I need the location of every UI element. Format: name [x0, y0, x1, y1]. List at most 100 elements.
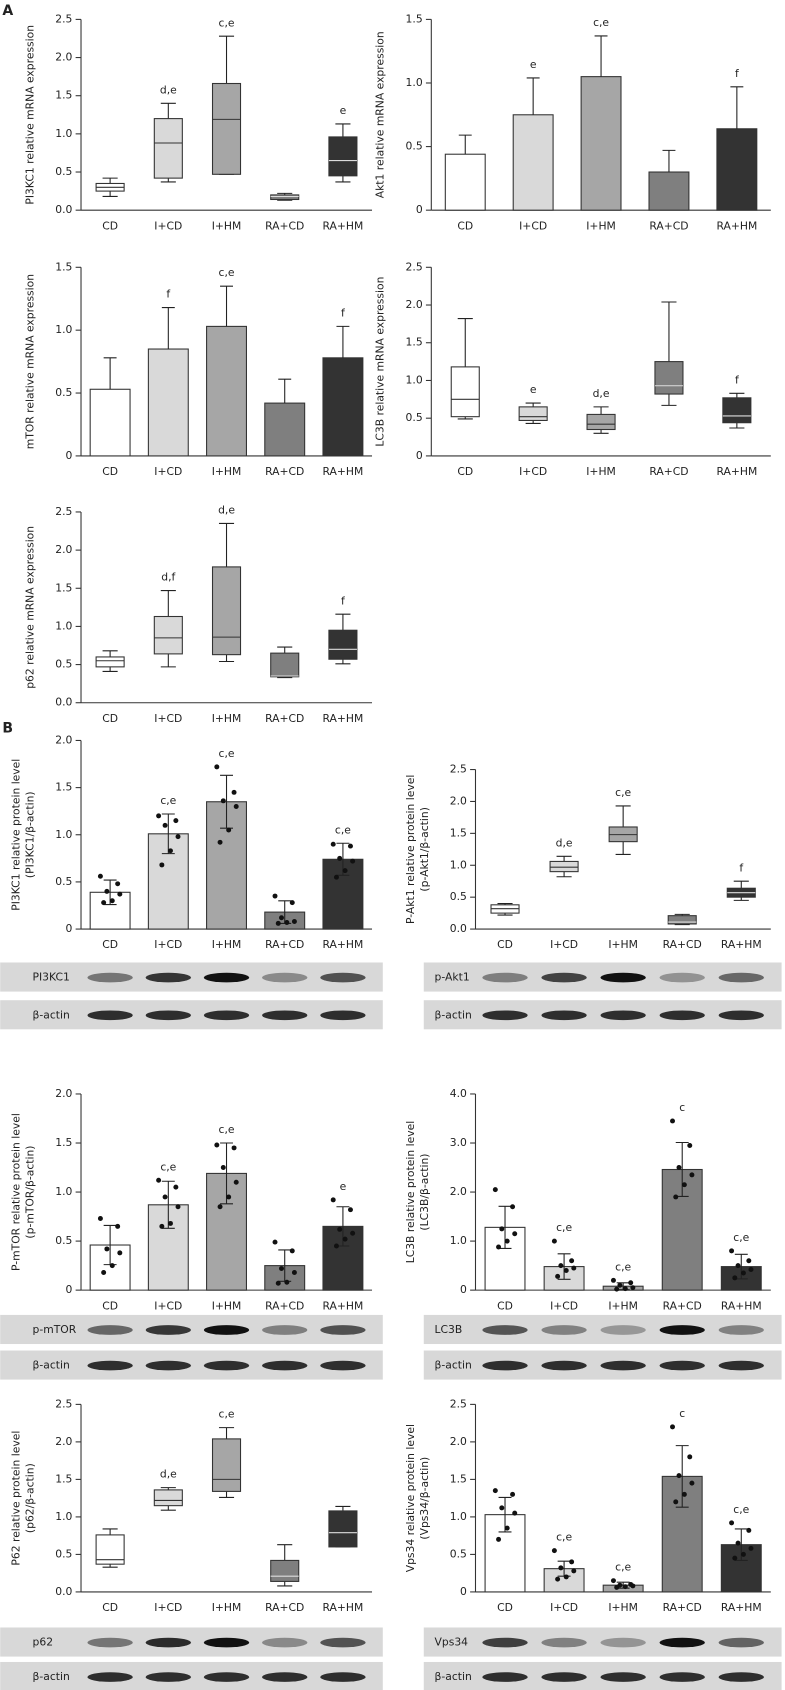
data-point: [610, 1277, 616, 1283]
data-point: [673, 1194, 679, 1200]
whisker-low: [335, 659, 351, 665]
whisker-high: [556, 855, 572, 862]
y-tick-label: 0.5: [55, 386, 72, 399]
data-point: [569, 1258, 575, 1264]
blot-band: [320, 1672, 366, 1682]
data-point: [740, 1270, 746, 1276]
data-point: [167, 848, 173, 854]
x-tick-label: CD: [102, 1299, 118, 1312]
data-point: [217, 1204, 223, 1210]
data-point: [347, 843, 353, 849]
data-point: [681, 1182, 687, 1188]
blot-band: [659, 1010, 705, 1021]
blot-band: [262, 1010, 308, 1021]
error-bar: [220, 1142, 233, 1205]
blot-band: [203, 1360, 250, 1371]
annotation: c,e: [733, 1503, 749, 1516]
whisker-low: [160, 178, 176, 183]
error-bar: [161, 1180, 175, 1229]
annotation: d,e: [160, 1468, 177, 1481]
y-tick-label: 0: [66, 449, 73, 462]
data-point: [670, 1424, 675, 1430]
bar: [716, 128, 758, 211]
y-tick-label: 0.5: [55, 165, 72, 178]
whisker-low: [556, 871, 572, 878]
annotation: d,e: [593, 387, 610, 400]
annotation: c,e: [160, 1160, 176, 1173]
data-point: [729, 1248, 735, 1254]
annotation: c,e: [219, 1123, 235, 1136]
box: [211, 82, 242, 175]
blot-band: [541, 1325, 587, 1335]
blot-band: [718, 1637, 764, 1648]
y-tick-label: 0.0: [55, 696, 72, 709]
data-point: [670, 1118, 675, 1124]
annotation: f: [739, 861, 743, 874]
y-tick-label: 1.0: [55, 127, 72, 140]
y-tick-label: 2.5: [450, 763, 467, 776]
data-point: [101, 1270, 107, 1275]
data-point: [551, 1548, 557, 1554]
y-tick-label: 0.5: [55, 1234, 72, 1247]
y-tick-label: 0.5: [55, 1547, 72, 1560]
data-point: [159, 862, 165, 868]
y-tick-label: 2.5: [55, 1397, 72, 1410]
x-tick-label: I+CD: [550, 938, 578, 951]
y-tick-label: 0.5: [450, 890, 467, 903]
data-point: [676, 1165, 682, 1171]
bar: [322, 1225, 364, 1291]
y-tick-label: 0: [66, 922, 73, 935]
x-tick-label: I+HM: [212, 219, 242, 232]
blot-band: [145, 1672, 191, 1682]
whisker-high: [525, 402, 541, 407]
y-tick-label: 0.0: [450, 922, 467, 935]
annotation: c,e: [219, 1408, 235, 1421]
x-tick-label: I+CD: [154, 219, 182, 232]
whisker-high: [218, 522, 235, 567]
data-point: [499, 1226, 505, 1232]
blot: [0, 1661, 383, 1690]
data-point: [496, 1536, 502, 1542]
annotation: c,e: [219, 16, 235, 29]
blot-band: [600, 972, 646, 983]
blot-band: [482, 1325, 528, 1335]
data-point: [555, 1273, 561, 1279]
x-tick-label: I+HM: [608, 938, 638, 951]
data-point: [289, 1248, 295, 1254]
x-tick-label: RA+CD: [265, 712, 304, 725]
blot-label: β-actin: [435, 1359, 472, 1372]
whisker-high: [457, 318, 473, 367]
data-point: [231, 1145, 237, 1151]
x-tick-label: CD: [102, 219, 118, 232]
blot-band: [87, 1360, 133, 1371]
whisker-low: [615, 841, 631, 855]
bar: [147, 348, 189, 457]
error-bar: [730, 86, 744, 129]
x-tick-label: CD: [457, 465, 473, 478]
bar: [322, 357, 364, 457]
data-point: [104, 888, 110, 894]
error-bar: [662, 149, 676, 173]
x-tick-label: RA+CD: [265, 219, 304, 232]
y-tick-label: 1.5: [450, 826, 467, 839]
x-tick-label: RA+CD: [649, 465, 688, 478]
x-tick-label: CD: [497, 938, 513, 951]
box: [270, 1559, 300, 1582]
blot-label: p62: [33, 1636, 54, 1649]
annotation: c,e: [556, 1221, 572, 1234]
annotation: d,e: [160, 83, 177, 96]
blot-band: [541, 1672, 587, 1682]
annotation: d,e: [218, 503, 235, 516]
data-point: [330, 1197, 336, 1203]
y-tick-label: 0: [66, 1283, 73, 1296]
data-point: [109, 1263, 115, 1269]
data-point: [214, 764, 220, 770]
y-tick-label: 1.0: [55, 1510, 72, 1523]
error-bar: [161, 306, 175, 350]
box: [518, 406, 548, 421]
whisker-low: [661, 394, 677, 406]
box: [211, 1438, 242, 1492]
blot-band: [262, 1325, 308, 1335]
y-tick-label: 1.5: [406, 12, 423, 25]
x-tick-label: CD: [497, 1299, 513, 1312]
